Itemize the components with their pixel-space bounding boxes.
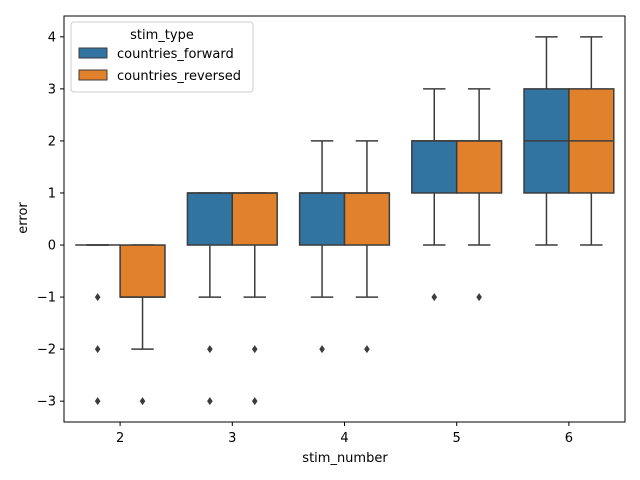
outlier-point [94,345,101,354]
box-countries_forward-6 [523,36,570,246]
outlier-point [207,345,213,354]
y-tick-label: 0 [48,239,56,254]
box-body [298,192,346,246]
box-countries_reversed-2 [119,244,166,406]
legend-swatch-countries-reversed [78,69,108,81]
outlier-point [364,345,370,354]
legend-swatch-countries-forward [78,47,108,59]
box-body [455,140,503,194]
box-body [186,192,234,246]
y-tick-label: 4 [48,30,56,45]
legend-entry-countries-forward: countries_forward [117,47,234,62]
box-countries_reversed-6 [568,36,615,246]
x-tick-label: 5 [453,431,461,446]
legend-title: stim_type [130,28,194,43]
box-countries_forward-4 [298,140,346,354]
x-tick-label: 3 [228,431,236,446]
legend-entry-countries-reversed: countries_reversed [117,69,241,84]
x-tick-label: 6 [565,431,573,446]
box-countries_forward-5 [411,88,458,302]
y-tick-label: 1 [48,186,56,201]
x-tick-label: 4 [340,431,348,446]
outlier-point [94,293,101,302]
box-countries_reversed-5 [455,88,503,302]
outlier-point [139,397,146,406]
y-axis-label: error [16,202,31,234]
x-axis-label: stim_number [302,451,388,466]
box-countries_reversed-3 [231,192,278,406]
legend: stim_type countries_forward countries_re… [70,21,254,93]
y-tick-label: 2 [48,134,56,149]
box-body [119,244,166,298]
outlier-point [476,293,482,302]
y-tick-label: −1 [37,291,56,306]
x-tick-label: 2 [116,431,124,446]
plot-area [75,36,615,406]
y-tick-label: −3 [37,395,56,410]
outlier-point [94,397,101,406]
outlier-point [207,397,213,406]
y-tick-label: 3 [48,82,56,97]
outlier-point [251,345,258,354]
box-countries_reversed-4 [343,140,391,354]
legend-frame [70,21,254,93]
box-body [231,192,278,246]
outlier-point [431,293,438,302]
box-countries_forward-3 [186,192,234,406]
axes: −3 −2 −1 0 1 2 3 4 2 3 4 5 6 [37,15,626,446]
outlier-point [319,345,325,354]
box-body [411,140,458,194]
y-tick-label: −2 [37,343,56,358]
outlier-point [251,397,258,406]
box-countries_forward-2 [75,244,121,406]
box-body [343,192,391,246]
